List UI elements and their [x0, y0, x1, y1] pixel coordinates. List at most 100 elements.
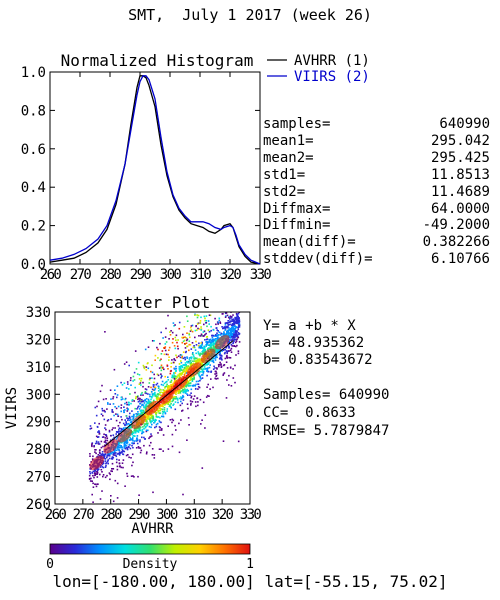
scatter-point [92, 455, 94, 458]
scatter-point [164, 349, 167, 352]
scatter-point [215, 335, 217, 337]
scatter-point [125, 440, 128, 443]
scatter-point [141, 411, 143, 414]
scatter-point [227, 345, 229, 347]
scatter-point [209, 314, 212, 317]
scatter-point [157, 394, 160, 396]
scatter-point [237, 320, 239, 323]
scatter-point [190, 357, 193, 360]
scatter-point [198, 386, 201, 389]
scatter-point [160, 408, 162, 410]
scatter-point [103, 453, 106, 456]
scatter-point [210, 339, 213, 342]
scatter-point [110, 398, 112, 400]
scatter-point [110, 434, 112, 437]
scatter-point [224, 316, 227, 318]
scatter-point [149, 395, 151, 398]
scatter-point [184, 336, 186, 338]
scatter-point [116, 497, 119, 499]
scatter-point [234, 329, 237, 332]
scatter-point [160, 429, 163, 431]
scatter-point [158, 406, 161, 408]
scatter-point [95, 435, 98, 438]
scatter-point [135, 447, 138, 449]
scatter-point [235, 354, 237, 356]
scatter-point [154, 354, 157, 357]
scatter-point [192, 385, 194, 387]
scatter-point [91, 444, 93, 446]
scatter-point [197, 388, 199, 390]
scatter-point [160, 364, 163, 367]
scatter-point [133, 442, 135, 444]
scatter-point [223, 300, 225, 302]
scatter-point [145, 392, 148, 395]
scatter-point [226, 355, 228, 357]
scatter-point [131, 399, 133, 402]
scatter-point [199, 379, 201, 382]
scatter-point [229, 318, 231, 320]
scatter-point [169, 334, 172, 336]
scatter-point [221, 355, 223, 357]
scatter-point [151, 416, 153, 418]
scatter-point [199, 370, 202, 373]
scatter-point [214, 348, 217, 351]
scatter-point [180, 374, 182, 376]
scatter-point [155, 423, 158, 426]
scatter-point [180, 369, 183, 371]
scatter-point [203, 335, 205, 337]
scatter-point [150, 441, 152, 444]
scatter-point [191, 342, 194, 344]
scatter-point [216, 303, 218, 305]
scatter-point [128, 443, 131, 446]
scatter-point [108, 454, 110, 456]
scatter-point [174, 372, 177, 374]
scatter-point [235, 318, 237, 321]
scatter-point [174, 424, 176, 427]
scatter-point [143, 436, 145, 439]
scatter-point [195, 352, 197, 355]
scatter-point [145, 418, 148, 421]
scatter-point [195, 340, 197, 343]
scatter-point [147, 346, 150, 348]
scatter-point [212, 359, 214, 362]
scatter-point [139, 413, 142, 415]
scatter-point [188, 359, 191, 361]
scatter-point [169, 400, 171, 403]
scatter-point [172, 399, 175, 401]
scatter-point [232, 377, 235, 379]
scatter-point [215, 375, 217, 378]
scatter-point [133, 429, 136, 431]
scatter-point [100, 446, 103, 449]
scatter-point [212, 343, 214, 346]
scatter-point [154, 420, 156, 422]
scatter-point [236, 331, 238, 333]
scatter-point [145, 366, 148, 368]
histogram-xtick-label: 260 [40, 267, 62, 280]
legend-label-1: AVHRR (1) [294, 53, 370, 69]
scatter-point [162, 391, 164, 394]
scatter-point [236, 314, 239, 316]
scatter-point [142, 431, 145, 433]
scatter-point [152, 385, 155, 388]
scatter-point [114, 479, 117, 482]
scatter-point [219, 334, 221, 336]
scatter-point [218, 331, 221, 334]
scatter-point [101, 454, 104, 457]
scatter-point [150, 433, 152, 435]
scatter-point [104, 427, 106, 429]
scatter-point [234, 381, 236, 384]
scatter-point [173, 403, 175, 405]
scatter-point [102, 445, 104, 448]
scatter-point [190, 362, 192, 364]
scatter-point [202, 349, 205, 352]
scatter-point [101, 466, 104, 468]
scatter-point [158, 412, 161, 414]
scatter-point [137, 398, 139, 401]
scatter-point [169, 386, 171, 389]
scatter-point [194, 314, 196, 316]
scatter-point [187, 389, 189, 392]
scatter-point [224, 309, 226, 311]
scatter-point [129, 379, 132, 382]
scatter-point [172, 384, 174, 386]
